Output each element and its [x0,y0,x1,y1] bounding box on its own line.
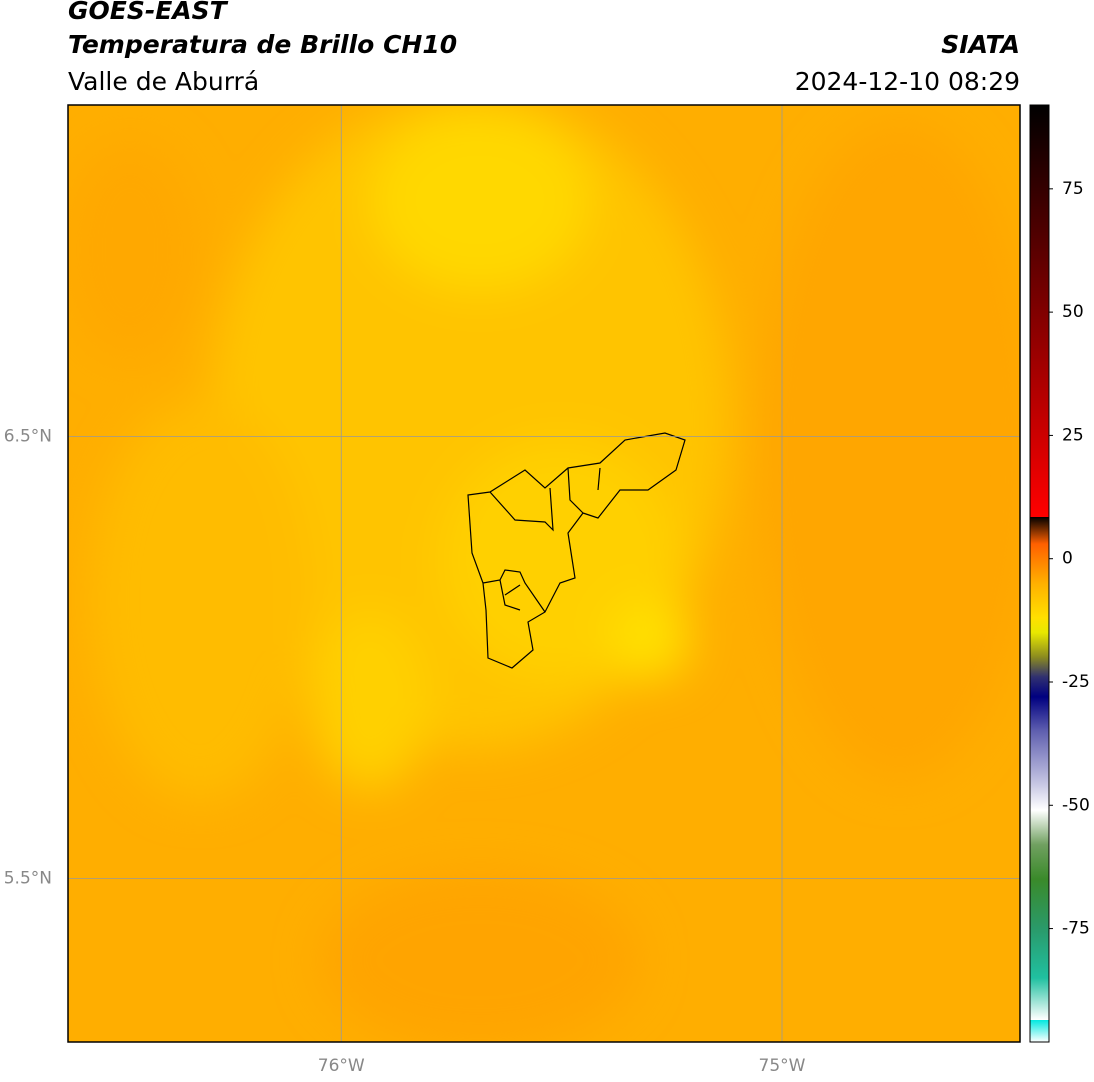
colorbar-tick-label: 25 [1062,425,1084,445]
lon-tick-label: 76°W [318,1056,365,1076]
lat-tick-label: 6.5°N [4,426,52,446]
municipal-boundaries [467,432,686,669]
datetime: 2024-12-10 08:29 [795,67,1020,96]
colorbar-tick-label: -25 [1062,672,1090,692]
colorbar-tick-label: 50 [1062,302,1084,322]
lon-tick-label: 75°W [759,1056,806,1076]
lat-tick-label: 5.5°N [4,868,52,888]
source: SIATA [941,30,1020,59]
field [68,105,1020,1042]
title: GOES-EAST [68,0,229,25]
colorbar-tick-label: -50 [1062,795,1090,815]
colorbar-frame [1029,104,1050,1043]
region: Valle de Aburrá [68,67,259,96]
subtitle: Temperatura de Brillo CH10 [68,30,457,59]
map-frame [67,104,1021,1043]
colorbar-tick-label: 75 [1062,179,1084,199]
colorbar-tick-label: -75 [1062,919,1090,939]
map [68,105,1020,1042]
colorbar [1030,105,1049,1042]
colorbar-tick-label: 0 [1062,549,1073,569]
